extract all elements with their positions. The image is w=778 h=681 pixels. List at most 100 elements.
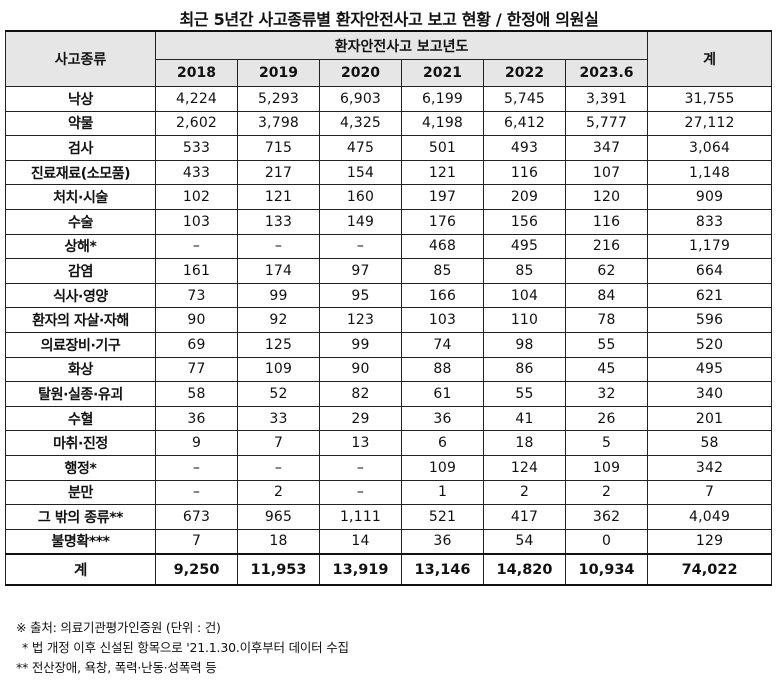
- value-cell: 85: [483, 258, 566, 284]
- value-cell: 88: [401, 356, 484, 383]
- value-cell: 7: [155, 528, 238, 555]
- row-total-cell: 1,179: [647, 233, 773, 260]
- value-cell: 104: [483, 282, 566, 309]
- value-cell: 209: [483, 184, 566, 210]
- value-cell: 4,325: [319, 110, 402, 137]
- value-cell: 160: [319, 184, 402, 210]
- total-value-cell: 13,146: [401, 553, 484, 586]
- value-cell: 13: [319, 430, 402, 456]
- value-cell: 116: [483, 159, 566, 186]
- footnote-double-asterisk: ** 전산장애, 욕창, 폭력·난동·성폭력 등: [16, 660, 217, 675]
- table-row: 화상 77 109 90 88 86 45 495: [5, 356, 773, 383]
- value-cell: 2,602: [155, 110, 238, 137]
- value-cell: –: [237, 454, 320, 481]
- category-cell: 상해*: [5, 233, 156, 260]
- row-total-cell: 4,049: [647, 504, 773, 530]
- year-header: 2018: [155, 59, 238, 87]
- category-cell: 화상: [5, 356, 156, 383]
- value-cell: 85: [401, 258, 484, 284]
- category-cell: 진료재료(소모품): [5, 159, 156, 186]
- value-cell: 103: [155, 208, 238, 235]
- value-cell: 3,798: [237, 110, 320, 137]
- table-row: 진료재료(소모품) 433 217 154 121 116 107 1,148: [5, 159, 773, 186]
- value-cell: 475: [319, 135, 402, 161]
- value-cell: 4,224: [155, 86, 238, 112]
- value-cell: 123: [319, 307, 402, 333]
- total-value-cell: 10,934: [564, 553, 649, 586]
- page-title: 최근 5년간 사고종류별 환자안전사고 보고 현황 / 한정애 의원실: [179, 10, 599, 29]
- value-cell: 5,777: [564, 110, 649, 137]
- row-total-cell: 342: [647, 454, 773, 481]
- total-row: 계 9,250 11,953 13,919 13,146 14,820 10,934 74,0…: [5, 553, 773, 586]
- category-header: 사고종류: [5, 30, 156, 87]
- value-cell: –: [155, 454, 238, 481]
- year-header: 2022: [483, 59, 566, 87]
- value-cell: 102: [155, 184, 238, 210]
- value-cell: 121: [237, 184, 320, 210]
- value-cell: 7: [237, 430, 320, 456]
- row-total-cell: 495: [647, 356, 773, 383]
- category-cell: 의료장비·기구: [5, 331, 156, 358]
- value-cell: 36: [401, 528, 484, 555]
- value-cell: 5,293: [237, 86, 320, 112]
- value-cell: 6,412: [483, 110, 566, 137]
- value-cell: 2: [237, 479, 320, 506]
- value-cell: 18: [237, 528, 320, 555]
- value-cell: 92: [237, 307, 320, 333]
- value-cell: 36: [401, 405, 484, 432]
- value-cell: 52: [237, 381, 320, 407]
- value-cell: 166: [401, 282, 484, 309]
- category-cell: 불명확***: [5, 528, 156, 555]
- value-cell: 90: [319, 356, 402, 383]
- value-cell: 90: [155, 307, 238, 333]
- value-cell: 715: [237, 135, 320, 161]
- value-cell: 521: [401, 504, 484, 530]
- category-cell: 검사: [5, 135, 156, 161]
- value-cell: 55: [483, 381, 566, 407]
- value-cell: –: [155, 479, 238, 506]
- category-cell: 식사·영양: [5, 282, 156, 309]
- value-cell: 495: [483, 233, 566, 260]
- row-total-cell: 340: [647, 381, 773, 407]
- category-cell: 환자의 자살·자해: [5, 307, 156, 333]
- total-header: 계: [647, 30, 773, 87]
- category-cell: 낙상: [5, 86, 156, 112]
- value-cell: 121: [401, 159, 484, 186]
- row-total-cell: 7: [647, 479, 773, 506]
- category-cell: 탈원·실종·유괴: [5, 381, 156, 407]
- value-cell: 26: [564, 405, 649, 432]
- value-cell: 54: [483, 528, 566, 555]
- row-total-cell: 833: [647, 208, 773, 235]
- value-cell: 29: [319, 405, 402, 432]
- year-header: 2023.6: [564, 59, 649, 87]
- footnote-single-asterisk: * 법 개정 이후 신설된 항목으로 '21.1.30.이후부터 데이터 수집: [22, 640, 349, 655]
- value-cell: 149: [319, 208, 402, 235]
- value-cell: 116: [564, 208, 649, 235]
- value-cell: 86: [483, 356, 566, 383]
- value-cell: 110: [483, 307, 566, 333]
- year-header: 2021: [401, 59, 484, 87]
- value-cell: –: [237, 233, 320, 260]
- value-cell: 14: [319, 528, 402, 555]
- value-cell: 965: [237, 504, 320, 530]
- category-cell: 처치·시술: [5, 184, 156, 210]
- value-cell: 109: [564, 454, 649, 481]
- table-row: 처치·시술 102 121 160 197 209 120 909: [5, 184, 773, 210]
- year-header: 2020: [319, 59, 402, 87]
- value-cell: 6: [401, 430, 484, 456]
- value-cell: 0: [564, 528, 649, 555]
- value-cell: 120: [564, 184, 649, 210]
- value-cell: 161: [155, 258, 238, 284]
- source-note: ※ 출처: 의료기관평가인증원 (단위 : 건): [16, 620, 221, 635]
- value-cell: 18: [483, 430, 566, 456]
- value-cell: 1,111: [319, 504, 402, 530]
- row-total-cell: 129: [647, 528, 773, 555]
- value-cell: 69: [155, 331, 238, 358]
- value-cell: 216: [564, 233, 649, 260]
- value-cell: 174: [237, 258, 320, 284]
- value-cell: 673: [155, 504, 238, 530]
- row-total-cell: 520: [647, 331, 773, 358]
- value-cell: 2: [483, 479, 566, 506]
- table-row: 불명확*** 7 18 14 36 54 0 129: [5, 528, 773, 555]
- value-cell: 217: [237, 159, 320, 186]
